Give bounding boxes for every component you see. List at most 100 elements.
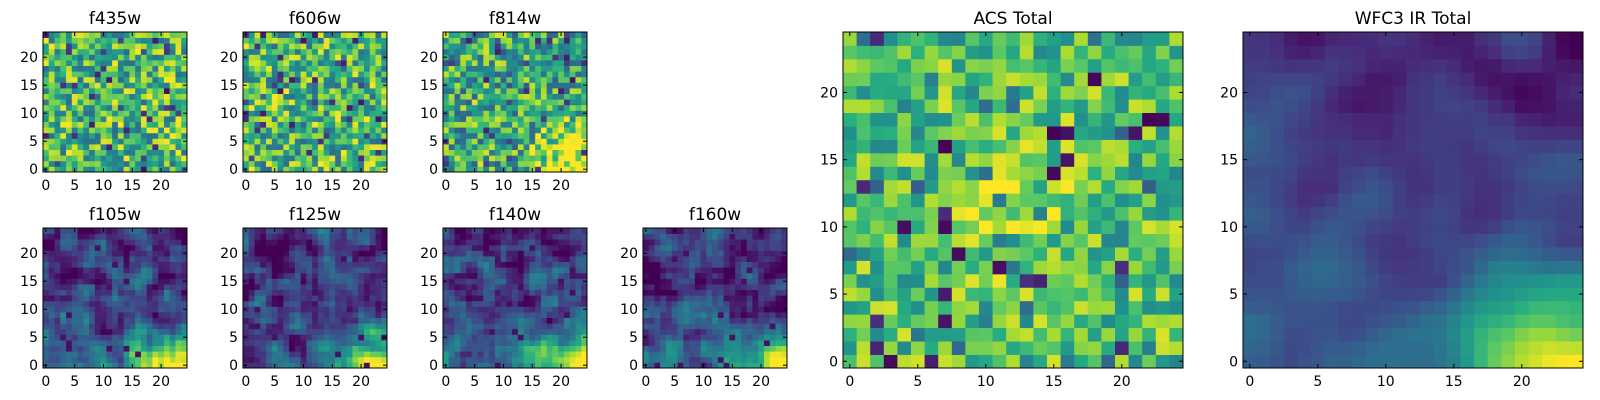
heatmap-cell — [306, 312, 313, 318]
heatmap-cell — [523, 116, 530, 122]
heatmap-cell — [375, 93, 382, 100]
heatmap-cell — [60, 261, 67, 268]
heatmap-cell — [294, 250, 301, 257]
heatmap-cell — [483, 144, 490, 150]
heatmap-cell — [152, 250, 159, 257]
heatmap-cell — [181, 289, 188, 296]
heatmap-cell — [506, 267, 513, 274]
heatmap-cell — [117, 110, 125, 117]
heatmap-cell — [700, 317, 707, 324]
heatmap-cell — [466, 272, 473, 279]
heatmap-cell — [746, 317, 753, 324]
heatmap-cell — [181, 244, 188, 251]
heatmap-cell — [512, 284, 519, 290]
heatmap-cell — [569, 116, 576, 122]
heatmap-cell — [483, 328, 490, 335]
heatmap-cell — [323, 244, 330, 251]
heatmap-cell — [340, 317, 348, 324]
heatmap-cell — [552, 323, 559, 330]
heatmap-cell — [758, 312, 765, 318]
heatmap-cell — [117, 278, 125, 285]
heatmap-cell — [363, 261, 371, 268]
heatmap-cell — [140, 295, 148, 302]
heatmap-cell — [140, 284, 148, 290]
heatmap-cell — [648, 351, 655, 358]
heatmap-cell — [494, 32, 501, 38]
heatmap-cell — [381, 228, 388, 234]
heatmap-cell — [43, 272, 50, 279]
heatmap-cell — [443, 60, 450, 66]
heatmap-cell — [569, 250, 576, 257]
heatmap-cell — [654, 278, 661, 285]
heatmap-cell — [283, 43, 290, 50]
heatmap-cell — [769, 256, 776, 262]
heatmap-cell — [346, 300, 353, 307]
heatmap-cell — [100, 82, 107, 89]
heatmap-cell — [77, 312, 84, 318]
heatmap-cell — [666, 244, 673, 251]
heatmap-cell — [294, 116, 301, 122]
heatmap-cell — [352, 60, 359, 66]
heatmap-cell — [266, 99, 273, 106]
heatmap-cell — [552, 144, 559, 150]
heatmap-cell — [856, 166, 871, 181]
heatmap-cell — [477, 228, 484, 234]
heatmap-cell — [100, 334, 107, 341]
heatmap-cell — [312, 323, 319, 330]
heatmap-cell — [517, 54, 525, 61]
heatmap-cell — [248, 228, 255, 234]
heatmap-cell — [938, 152, 953, 167]
heatmap-cell — [369, 82, 376, 89]
heatmap-cell — [569, 104, 576, 111]
heatmap-cell — [381, 88, 388, 94]
heatmap-cell — [181, 116, 188, 122]
heatmap-cell — [175, 345, 182, 352]
heatmap-cell — [300, 244, 307, 251]
heatmap-cell — [43, 60, 50, 66]
heatmap-cell — [100, 317, 107, 324]
heatmap-cell — [706, 261, 713, 268]
heatmap-cell — [443, 160, 450, 167]
heatmap-cell — [277, 110, 284, 117]
heatmap-cell — [558, 71, 565, 78]
heatmap-cell — [500, 317, 507, 324]
heatmap-cell — [660, 340, 667, 346]
heatmap-cell — [169, 250, 176, 257]
heatmap-cell — [683, 284, 690, 290]
heatmap-cell — [552, 99, 559, 106]
heatmap-cell — [175, 82, 182, 89]
heatmap-cell — [169, 312, 176, 318]
heatmap-cell — [71, 48, 78, 55]
heatmap-cell — [552, 82, 559, 89]
heatmap-cell — [512, 155, 519, 162]
heatmap-cell — [329, 239, 336, 246]
heatmap-cell — [306, 76, 313, 83]
heatmap-cell — [169, 233, 176, 240]
heatmap-cell — [466, 99, 473, 106]
heatmap-cell — [643, 284, 650, 290]
heatmap-cell — [717, 289, 725, 296]
heatmap-cell — [654, 362, 661, 369]
heatmap-cell — [266, 71, 273, 78]
heatmap-cell — [271, 149, 278, 156]
heatmap-cell — [363, 306, 371, 313]
heatmap-cell — [563, 37, 571, 44]
heatmap-cell — [181, 121, 188, 128]
heatmap-cell — [358, 312, 365, 318]
heatmap-cell — [306, 356, 313, 363]
heatmap-cell — [54, 312, 61, 318]
heatmap-cell — [60, 334, 67, 341]
heatmap-cell — [735, 228, 742, 234]
heatmap-cell — [500, 76, 507, 83]
heatmap-cell — [471, 65, 478, 72]
heatmap-cell — [381, 60, 388, 66]
heatmap-cell — [763, 228, 771, 234]
heatmap-cell — [381, 155, 388, 162]
heatmap-cell — [529, 244, 536, 251]
heatmap-cell — [477, 356, 484, 363]
heatmap-cell — [735, 300, 742, 307]
heatmap-cell — [363, 138, 371, 145]
heatmap-cell — [375, 121, 382, 128]
heatmap-cell — [448, 155, 455, 162]
heatmap-cell — [135, 289, 142, 296]
